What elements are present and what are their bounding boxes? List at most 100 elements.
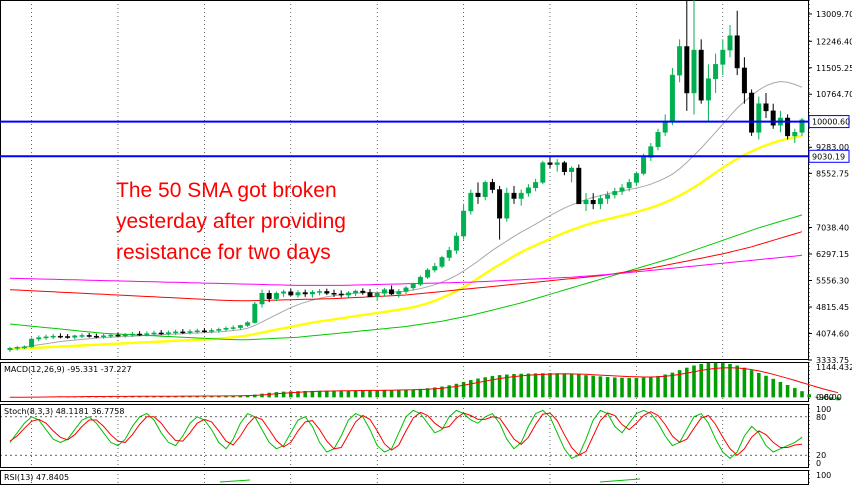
candle (137, 331, 143, 337)
candle-body (209, 330, 215, 332)
y-tick-label: 7038.40 (816, 224, 849, 233)
y-tick-label: 11505.25 (816, 64, 852, 73)
candle (209, 328, 215, 334)
candle-body (533, 182, 539, 189)
candle (288, 288, 294, 297)
annotation-line: The 50 SMA got broken (116, 179, 337, 202)
candle (403, 286, 409, 294)
candle (554, 159, 560, 172)
candle (65, 334, 71, 339)
candle-body (569, 167, 575, 172)
candle (374, 291, 380, 302)
candle (187, 329, 193, 335)
candle (518, 189, 524, 206)
candle (597, 194, 603, 210)
stoch-main-line (9, 409, 803, 460)
candle-body (65, 336, 71, 338)
candle (295, 290, 301, 298)
candle-body (396, 291, 402, 295)
panel-border-macd (0, 362, 809, 402)
candle (705, 64, 711, 122)
candle (21, 345, 27, 350)
candle (770, 103, 776, 129)
candle-body (410, 284, 416, 289)
candle (144, 331, 150, 337)
candle (432, 262, 438, 273)
candle-body (756, 103, 762, 133)
candle-body (144, 333, 150, 335)
candle (309, 290, 315, 298)
macd-y-tick-label: -96.00 (816, 393, 842, 402)
candle-body (7, 348, 13, 351)
candle (79, 333, 85, 338)
candle (612, 187, 618, 199)
candle-body (72, 335, 78, 338)
candle (245, 321, 251, 327)
candle-body (266, 293, 272, 299)
y-tick-label: 8552.75 (816, 169, 849, 178)
candle (425, 268, 431, 279)
macd-signal-line (10, 367, 839, 398)
candle-body (691, 49, 697, 94)
candle (360, 288, 366, 295)
candle-body (425, 269, 431, 278)
stoch-y-tick-label: 20 (816, 451, 826, 460)
candle-body (561, 162, 567, 172)
candle-body (129, 333, 135, 336)
candle-body (792, 132, 798, 137)
candle (317, 288, 323, 296)
candle-body (518, 192, 524, 199)
candle-body (439, 257, 445, 267)
candle (302, 289, 308, 297)
candle-body (641, 157, 647, 174)
candle (619, 184, 625, 195)
candle-body (43, 336, 49, 339)
candle (194, 328, 200, 334)
candle-body (245, 322, 251, 326)
candle (749, 89, 755, 136)
candle (201, 327, 207, 333)
candle-body (223, 328, 229, 330)
candle (561, 160, 567, 176)
candle (691, 0, 697, 115)
candle (590, 193, 596, 210)
candle-body (554, 162, 560, 165)
candle-body (317, 291, 323, 293)
annotation: The 50 SMA got broken yesterday after pro… (116, 179, 346, 264)
candle-body (50, 335, 56, 338)
candle (331, 289, 337, 297)
candle (626, 178, 632, 192)
candle-body (446, 250, 452, 258)
candle-body (677, 46, 683, 76)
macd-y-tick-label: 1144.432 (816, 363, 852, 372)
candle (129, 331, 135, 337)
candle (43, 334, 49, 340)
candle (86, 332, 92, 338)
candle-body (770, 110, 776, 126)
candle-body (576, 167, 582, 205)
candle (36, 335, 42, 342)
candle-body (93, 335, 99, 338)
y-tick-label: 4074.60 (816, 330, 849, 339)
candle (648, 143, 654, 161)
candle (230, 325, 236, 331)
candle-body (432, 266, 438, 271)
candle-body (475, 192, 481, 197)
candle (108, 333, 114, 338)
candle-body (137, 333, 143, 336)
candle (216, 327, 222, 333)
candle-body (331, 293, 337, 295)
candle (734, 10, 740, 76)
candle (741, 57, 747, 104)
candle (252, 301, 258, 324)
candle-body (288, 291, 294, 296)
candle-body (547, 162, 553, 165)
candle-body (29, 338, 35, 348)
candle-body (734, 35, 740, 69)
rsi-line-segment (219, 479, 251, 483)
candle-body (281, 291, 287, 294)
candle-body (403, 287, 409, 292)
candle-body (108, 334, 114, 337)
candle (547, 155, 553, 169)
candle-body (763, 103, 769, 112)
